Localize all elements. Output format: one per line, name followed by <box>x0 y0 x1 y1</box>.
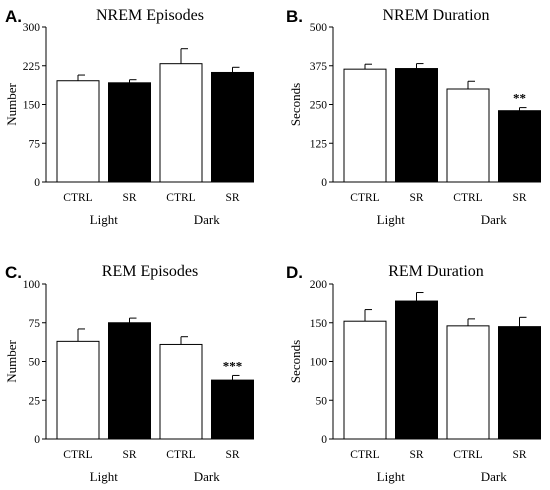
panel-letter: A. <box>5 7 22 26</box>
bar-sr <box>395 68 438 183</box>
x-category-label: SR <box>225 449 239 461</box>
y-tick-label: 125 <box>310 138 328 150</box>
chart-title: REM Duration <box>388 263 484 280</box>
x-category-label: SR <box>225 192 239 204</box>
y-tick-label: 150 <box>23 100 41 112</box>
x-group-label: Light <box>377 212 406 227</box>
x-group-label: Light <box>377 469 406 484</box>
y-tick-label: 0 <box>34 177 40 189</box>
y-tick-label: 250 <box>310 100 328 112</box>
y-tick-label: 150 <box>310 318 328 330</box>
bar-ctrl <box>343 68 387 183</box>
y-tick-label: 300 <box>23 22 41 34</box>
y-axis-label: Seconds <box>288 340 303 383</box>
chart-panel-4: D. REM Duration Seconds 0 50 100 150 200 CTRL SR C… <box>286 263 541 484</box>
bar-ctrl <box>343 320 387 440</box>
bar-sr <box>108 82 151 183</box>
y-tick-label: 75 <box>29 138 41 150</box>
y-tick-label: 75 <box>29 318 41 330</box>
chart-title: NREM Episodes <box>96 7 204 24</box>
x-category-label: SR <box>122 449 136 461</box>
x-category-label: SR <box>409 449 423 461</box>
x-category-label: SR <box>122 192 136 204</box>
x-group-label: Dark <box>481 469 507 484</box>
x-group-label: Dark <box>194 212 220 227</box>
x-group-label: Dark <box>481 212 507 227</box>
bar-sr <box>395 300 438 440</box>
significance-marker: *** <box>223 358 243 373</box>
y-tick-label: 225 <box>23 61 41 73</box>
x-group-label: Dark <box>194 469 220 484</box>
chart-panel-3: C. REM Episodes Number 0 25 50 75 100 CTRL SR CTRL… <box>4 263 254 484</box>
y-tick-label: 100 <box>23 279 41 291</box>
x-category-label: CTRL <box>350 192 379 204</box>
x-category-label: CTRL <box>453 449 482 461</box>
bar-sr <box>211 71 254 183</box>
y-tick-label: 0 <box>321 177 327 189</box>
panel-letter: D. <box>286 263 303 282</box>
y-tick-label: 50 <box>316 395 328 407</box>
y-axis-label: Number <box>4 340 19 383</box>
y-tick-label: 50 <box>29 357 41 369</box>
x-category-label: SR <box>409 192 423 204</box>
y-tick-label: 0 <box>34 434 40 446</box>
x-category-label: CTRL <box>166 449 195 461</box>
x-group-label: Light <box>90 212 119 227</box>
chart-title: NREM Duration <box>382 7 489 24</box>
x-category-label: CTRL <box>453 192 482 204</box>
x-category-label: CTRL <box>63 192 92 204</box>
x-group-label: Light <box>90 469 119 484</box>
chart-panel-1: A. NREM Episodes Number 0 75 150 225 300 CTRL SR C… <box>4 7 254 227</box>
panel-letter: B. <box>286 7 303 26</box>
bar-sr <box>108 322 151 440</box>
bar-sr <box>498 110 541 183</box>
x-category-label: SR <box>512 192 526 204</box>
y-axis-label: Number <box>4 83 19 126</box>
x-category-label: SR <box>512 449 526 461</box>
y-tick-label: 100 <box>310 357 328 369</box>
bar-ctrl <box>446 88 490 183</box>
bar-ctrl <box>159 343 203 440</box>
bar-ctrl <box>159 63 203 183</box>
x-category-label: CTRL <box>63 449 92 461</box>
y-tick-label: 25 <box>29 395 41 407</box>
panel-letter: C. <box>5 263 22 282</box>
chart-title: REM Episodes <box>102 263 198 280</box>
bar-sr <box>211 379 254 440</box>
bar-ctrl <box>446 325 490 440</box>
x-category-label: CTRL <box>166 192 195 204</box>
significance-marker: ** <box>513 91 526 106</box>
y-tick-label: 375 <box>310 61 328 73</box>
y-axis-label: Seconds <box>288 83 303 126</box>
chart-panel-2: B. NREM Duration Seconds 0 125 250 375 500 CTRL S… <box>286 7 541 227</box>
y-tick-label: 200 <box>310 279 328 291</box>
bar-ctrl <box>56 340 100 440</box>
y-tick-label: 500 <box>310 22 328 34</box>
x-category-label: CTRL <box>350 449 379 461</box>
bar-ctrl <box>56 80 100 183</box>
bar-sr <box>498 326 541 440</box>
y-tick-label: 0 <box>321 434 327 446</box>
